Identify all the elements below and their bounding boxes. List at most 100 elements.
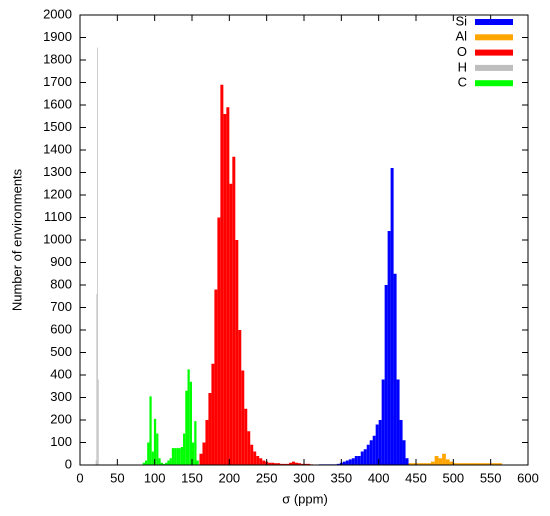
histogram-bar	[241, 370, 245, 465]
histogram-bar	[416, 463, 420, 465]
histogram-bar	[280, 463, 284, 465]
histogram-bar	[405, 458, 409, 465]
x-tick-label: 200	[218, 470, 240, 485]
legend-label: Al	[455, 29, 467, 44]
histogram-bar	[486, 463, 491, 465]
histogram-bar	[393, 273, 397, 465]
y-tick-label: 500	[50, 344, 72, 359]
histogram-bar	[345, 460, 349, 465]
histogram-bar	[304, 463, 307, 465]
histogram-bar	[372, 435, 376, 465]
y-tick-label: 300	[50, 389, 72, 404]
histogram-bar	[351, 458, 355, 465]
histogram-bar	[357, 456, 361, 465]
histogram-bar	[262, 460, 266, 465]
histogram-bar	[180, 447, 184, 465]
y-tick-label: 1900	[43, 29, 72, 44]
histogram-bar	[369, 440, 373, 465]
histogram-bar	[289, 462, 293, 465]
histogram-bar	[438, 458, 443, 465]
y-tick-label: 200	[50, 411, 72, 426]
y-tick-label: 1100	[44, 209, 72, 224]
histogram-bar	[292, 461, 296, 465]
x-tick-label: 100	[144, 470, 166, 485]
histogram-bar	[363, 449, 367, 465]
histogram-bar	[412, 463, 416, 465]
histogram-bar	[162, 463, 166, 465]
histogram-bar	[160, 462, 163, 465]
legend-swatch	[475, 80, 513, 87]
y-tick-label: 800	[50, 276, 72, 291]
histogram-bar	[226, 107, 230, 465]
histogram-bar	[167, 460, 170, 465]
histogram-bar	[298, 463, 302, 465]
y-axis-label: Number of environments	[9, 168, 24, 311]
legend-label: C	[458, 75, 467, 90]
histogram-bar	[301, 463, 304, 465]
y-tick-label: 1500	[43, 119, 72, 134]
x-axis-label: σ (ppm)	[282, 491, 328, 506]
histogram-bar	[232, 156, 236, 465]
legend-swatch	[475, 64, 513, 71]
y-tick-label: 600	[50, 321, 72, 336]
legend-label: Si	[455, 13, 467, 28]
histogram-bar	[387, 231, 391, 465]
histogram-bar	[153, 418, 157, 465]
histogram-bar	[165, 462, 168, 465]
y-tick-label: 1000	[43, 231, 72, 246]
y-tick-label: 1400	[43, 141, 72, 156]
histogram-bar	[169, 458, 172, 465]
histogram-bar	[475, 463, 480, 465]
histogram-bar	[423, 463, 428, 465]
histogram-bar	[381, 379, 385, 465]
legend-label: O	[457, 44, 467, 59]
histogram-bar	[271, 462, 275, 465]
legend-label: H	[458, 59, 467, 74]
histogram-bar	[378, 420, 382, 465]
x-tick-label: 600	[517, 470, 539, 485]
histogram-bar	[187, 369, 190, 465]
histogram-bar	[192, 442, 195, 465]
histogram-bar	[390, 168, 394, 465]
histogram-bar	[156, 433, 159, 465]
histogram-bar	[453, 463, 458, 465]
histogram-bar	[196, 460, 199, 465]
histogram-bar	[174, 448, 177, 465]
histogram-bar	[434, 456, 439, 465]
histogram-bar	[268, 462, 272, 465]
histogram-bar	[494, 463, 499, 465]
y-tick-label: 1700	[43, 74, 72, 89]
histogram-bar	[445, 459, 450, 465]
histogram-bar	[97, 47, 98, 465]
x-tick-label: 300	[293, 470, 315, 485]
y-tick-label: 100	[50, 434, 72, 449]
x-tick-label: 150	[181, 470, 203, 485]
y-tick-label: 1600	[43, 96, 72, 111]
y-tick-label: 400	[50, 366, 72, 381]
histogram-bar	[468, 463, 472, 465]
histogram-bar	[176, 448, 179, 465]
y-tick-label: 700	[50, 299, 72, 314]
x-tick-label: 550	[480, 470, 502, 485]
histogram-bar	[360, 451, 364, 465]
histogram-bar	[277, 463, 281, 465]
histogram-bar	[95, 460, 97, 465]
histogram-bar	[419, 463, 424, 465]
y-tick-label: 2000	[43, 6, 72, 21]
y-tick-label: 1800	[43, 51, 72, 66]
histogram-bar	[384, 285, 388, 465]
histogram-bar	[96, 294, 98, 465]
plot-area	[95, 47, 502, 465]
histogram-bar	[354, 456, 358, 465]
y-tick-label: 1300	[43, 164, 72, 179]
histogram-bar	[283, 463, 287, 465]
histogram-bar	[442, 453, 446, 465]
histogram-bar	[483, 463, 487, 465]
x-tick-label: 500	[442, 470, 464, 485]
histogram-bar	[235, 240, 239, 465]
y-tick-label: 0	[65, 456, 72, 471]
histogram-bar	[366, 444, 370, 465]
histogram-bar	[149, 396, 152, 465]
x-tick-label: 250	[256, 470, 278, 485]
